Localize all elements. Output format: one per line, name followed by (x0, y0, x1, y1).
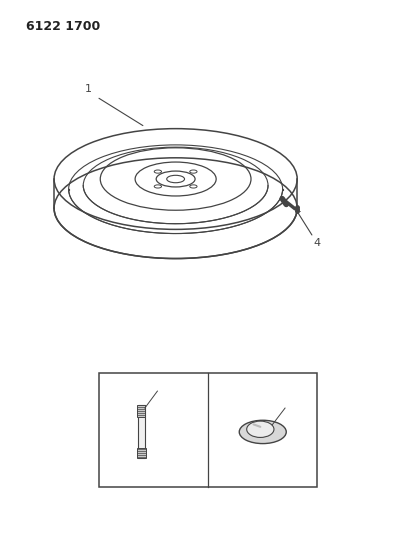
Bar (99, 373, 317, 487)
Ellipse shape (54, 158, 297, 259)
Ellipse shape (239, 420, 286, 443)
Ellipse shape (69, 145, 283, 233)
Bar (137, 406, 145, 417)
Bar (137, 406, 145, 458)
Ellipse shape (83, 147, 268, 224)
Ellipse shape (247, 421, 274, 438)
Text: 3: 3 (158, 382, 165, 392)
Text: 4: 4 (314, 238, 321, 248)
Text: 2: 2 (288, 398, 295, 408)
Bar (137, 448, 146, 458)
Text: 1: 1 (85, 84, 92, 94)
Text: 6122 1700: 6122 1700 (26, 20, 100, 33)
